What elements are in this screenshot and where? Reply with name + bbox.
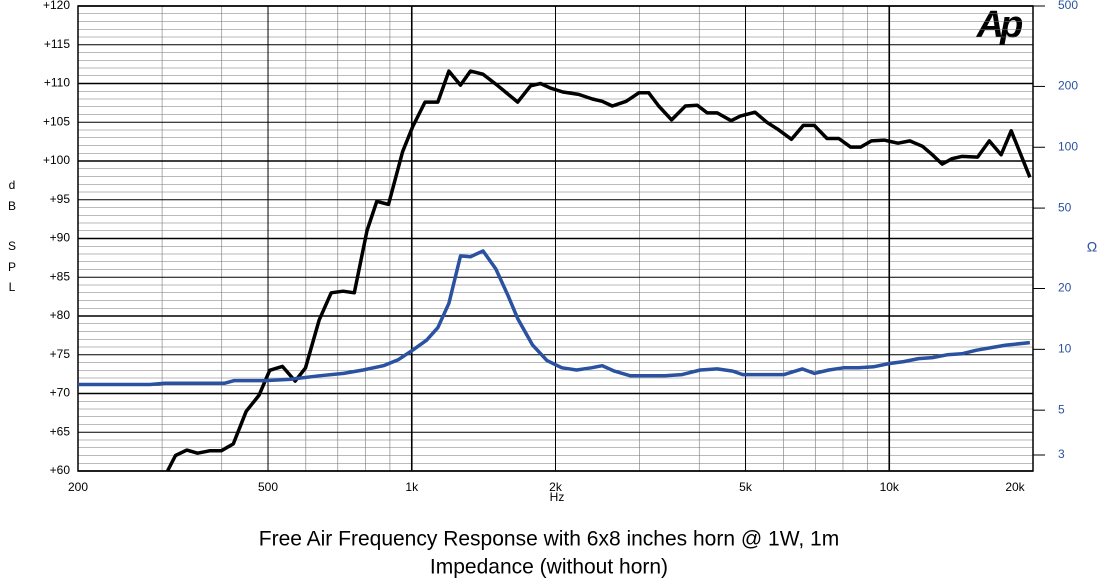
y-tick-label: +105 <box>43 114 70 128</box>
y2-label: Ω <box>1087 239 1097 255</box>
y-tick-label: +120 <box>43 0 70 12</box>
x-tick-label: 200 <box>68 480 88 494</box>
series-line <box>165 69 1032 472</box>
x-label: Hz <box>550 490 565 504</box>
x-tick-label: 20k <box>1005 480 1025 494</box>
chart-subtitle: Impedance (without horn) <box>430 556 668 579</box>
y2-tick-label: 3 <box>1058 447 1065 461</box>
x-tick-label: 1k <box>405 480 419 494</box>
y2-tick-label: 50 <box>1058 200 1072 214</box>
y-tick-label: +60 <box>50 463 71 477</box>
y-tick-label: +80 <box>50 308 71 322</box>
y-label-letter: S <box>8 239 16 253</box>
series-line <box>78 249 1031 387</box>
y2-tick-label: 10 <box>1058 342 1072 356</box>
x-tick-label: 2k <box>549 480 563 494</box>
y-tick-label: +65 <box>50 424 71 438</box>
y-tick-label: +110 <box>44 76 70 90</box>
plot-frame <box>77 5 1034 472</box>
y-tick-label: +115 <box>44 37 70 51</box>
y2-tick-label: 20 <box>1058 281 1072 295</box>
y-label-letter: L <box>9 280 16 294</box>
x-tick-label: 5k <box>739 480 753 494</box>
logo: Ap <box>976 4 1022 46</box>
x-tick-label: 500 <box>258 480 278 494</box>
y-tick-label: +100 <box>43 153 70 167</box>
y-tick-label: +90 <box>50 231 71 245</box>
y-tick-label: +70 <box>50 386 71 400</box>
chart-title: Free Air Frequency Response with 6x8 inc… <box>259 528 839 551</box>
y-tick-label: +95 <box>50 192 71 206</box>
y-label-letter: P <box>8 260 16 274</box>
y2-tick-label: 5 <box>1058 402 1065 416</box>
y2-tick-label: 500 <box>1058 0 1078 12</box>
x-tick-label: 10k <box>880 480 900 494</box>
y2-tick-label: 100 <box>1058 139 1078 153</box>
y-tick-label: +85 <box>50 269 71 283</box>
y-tick-label: +75 <box>50 347 71 361</box>
y-label-letter: d <box>9 178 16 192</box>
y-label-letter: B <box>8 199 16 213</box>
y2-tick-label: 200 <box>1058 79 1078 93</box>
